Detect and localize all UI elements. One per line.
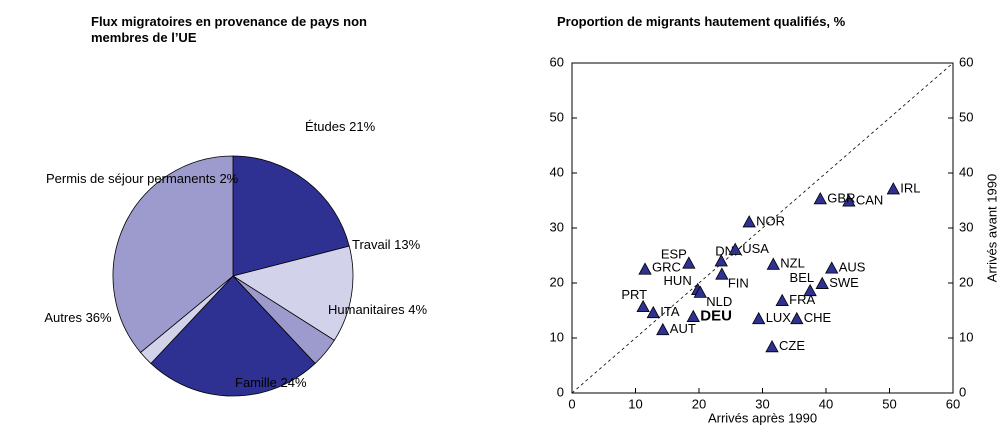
slice-value: 2% — [219, 171, 239, 186]
x-tick-label: 50 — [882, 396, 896, 411]
y-tick-label: 40 — [550, 164, 564, 179]
point — [715, 267, 729, 280]
x-tick-label: 60 — [946, 396, 960, 411]
x-axis-label: Arrivés après 1990 — [708, 410, 817, 425]
y-tick-label: 20 — [550, 274, 564, 289]
y2-tick-label: 40 — [959, 164, 973, 179]
point — [636, 299, 650, 313]
point-label: PRT — [621, 287, 647, 302]
point-label: ITA — [660, 304, 680, 319]
slice-label: Autres 36% — [8, 310, 148, 325]
point — [803, 283, 817, 297]
point-label: CAN — [856, 192, 883, 207]
point — [682, 256, 696, 269]
slice-label: Travail 13% — [352, 237, 420, 252]
point-label: AUT — [670, 321, 696, 336]
point-label: GBR — [827, 190, 855, 205]
x-tick-label: 20 — [692, 396, 706, 411]
point — [752, 311, 766, 325]
point — [638, 262, 652, 275]
point-label: NZL — [780, 256, 805, 271]
slice-category: Humanitaires — [328, 302, 405, 317]
pie-slice — [232, 155, 350, 277]
scatter-title: Proportion de migrants hautement qualifi… — [557, 14, 846, 29]
y2-tick-label: 60 — [959, 54, 973, 69]
point-label: FIN — [728, 276, 749, 291]
point-label: HUN — [664, 273, 692, 288]
y2-tick-label: 50 — [959, 109, 973, 124]
point — [728, 242, 742, 255]
point-label: LUX — [766, 310, 792, 325]
slice-value: 21% — [349, 119, 376, 134]
point-label: CHE — [804, 310, 832, 325]
slice-category: Autres — [44, 310, 82, 325]
point-label: CZE — [779, 338, 805, 353]
point-label: IRL — [900, 180, 920, 195]
y-tick-label: 30 — [550, 219, 564, 234]
point-label: BEL — [790, 270, 815, 285]
point — [813, 192, 827, 205]
point — [775, 293, 789, 306]
point-label: NOR — [756, 213, 785, 228]
x-tick-label: 30 — [755, 396, 769, 411]
slice-value: 36% — [85, 310, 112, 325]
point-label: ESP — [661, 247, 687, 262]
point — [742, 215, 756, 228]
point — [686, 309, 700, 322]
y-tick-label: 10 — [550, 329, 564, 344]
y-tick-label: 60 — [550, 54, 564, 69]
point — [646, 305, 660, 319]
slice-value: 4% — [408, 302, 428, 317]
slice-label: Études 21% — [305, 119, 375, 134]
point — [766, 257, 780, 270]
point-label: DEU — [700, 308, 732, 325]
slice-label: Humanitaires 4% — [328, 302, 427, 317]
x-tick-label: 40 — [819, 396, 833, 411]
slice-category: Travail — [352, 237, 391, 252]
slice-label: Permis de séjour permanents 2% — [46, 171, 238, 186]
y2-tick-label: 10 — [959, 329, 973, 344]
diagonal — [571, 62, 954, 394]
point-label: USA — [742, 241, 769, 256]
y2-tick-label: 0 — [959, 384, 966, 399]
pie-slice — [150, 275, 316, 397]
point-label: SWE — [829, 275, 859, 290]
slice-value: 13% — [394, 237, 421, 252]
y2-tick-label: 30 — [959, 219, 973, 234]
point — [815, 276, 829, 289]
point — [825, 261, 839, 274]
pie-title: Flux migratoires en provenance de pays n… — [91, 14, 367, 45]
slice-category: Famille — [235, 375, 277, 390]
slice-category: Permis de séjour permanents — [46, 171, 216, 186]
point — [765, 339, 779, 353]
point — [886, 182, 900, 195]
slice-label: Famille 24% — [235, 375, 307, 390]
point — [693, 285, 707, 298]
point — [656, 322, 670, 336]
point-label: NLD — [706, 294, 732, 309]
y-tick-label: 50 — [550, 109, 564, 124]
y2-tick-label: 20 — [959, 274, 973, 289]
x-tick-label: 0 — [568, 396, 575, 411]
point — [714, 254, 728, 267]
point-label: GRC — [652, 260, 681, 275]
point-label: FRA — [789, 292, 815, 307]
point-label: AUS — [839, 260, 866, 275]
pie-slice — [112, 155, 234, 354]
slice-category: Études — [305, 119, 346, 134]
pie-slice — [232, 245, 354, 341]
y-tick-label: 0 — [557, 384, 564, 399]
point — [790, 311, 804, 325]
point — [842, 194, 856, 207]
x-tick-label: 10 — [628, 396, 642, 411]
y2-axis-label: Arrivés avant 1990 — [984, 174, 999, 282]
slice-value: 24% — [280, 375, 307, 390]
